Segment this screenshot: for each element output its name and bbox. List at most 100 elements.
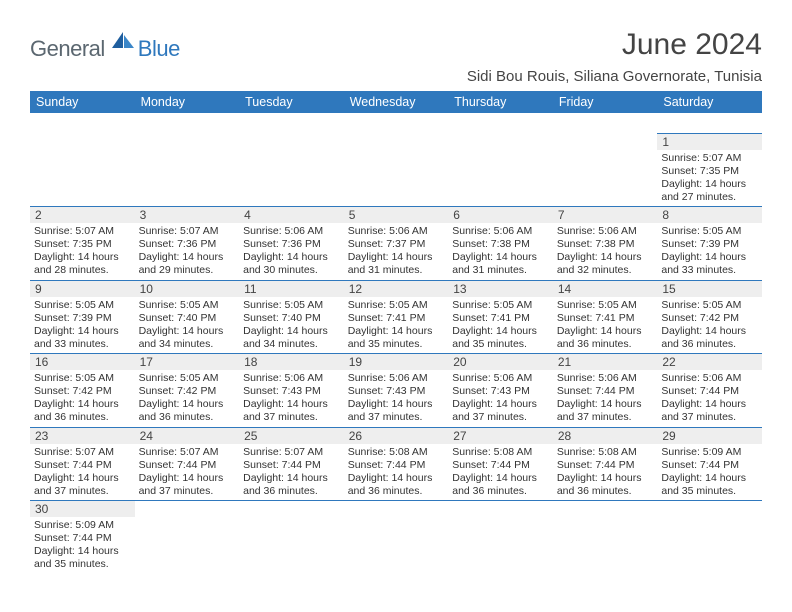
day-details: Sunrise: 5:06 AMSunset: 7:38 PMDaylight:… (448, 223, 553, 280)
logo-text-blue: Blue (138, 36, 180, 62)
day-details: Sunrise: 5:07 AMSunset: 7:44 PMDaylight:… (239, 444, 344, 501)
day-detail-line: Sunrise: 5:06 AM (243, 225, 340, 238)
day-detail-line: Sunrise: 5:06 AM (557, 225, 654, 238)
day-details: Sunrise: 5:06 AMSunset: 7:38 PMDaylight:… (553, 223, 658, 280)
day-detail-line: and 37 minutes. (243, 411, 340, 424)
day-detail-line: Sunrise: 5:05 AM (34, 299, 131, 312)
day-detail-line: Sunset: 7:44 PM (348, 459, 445, 472)
day-details: Sunrise: 5:06 AMSunset: 7:43 PMDaylight:… (344, 370, 449, 427)
day-detail-line: Sunrise: 5:06 AM (661, 372, 758, 385)
day-detail-line: Daylight: 14 hours (139, 472, 236, 485)
day-detail-line: and 35 minutes. (348, 338, 445, 351)
calendar-empty-cell (553, 133, 658, 207)
day-number: 21 (553, 354, 658, 370)
day-details: Sunrise: 5:06 AMSunset: 7:43 PMDaylight:… (239, 370, 344, 427)
day-detail-line: Sunrise: 5:05 AM (243, 299, 340, 312)
day-number: 18 (239, 354, 344, 370)
calendar-day-cell: 17Sunrise: 5:05 AMSunset: 7:42 PMDayligh… (135, 354, 240, 428)
day-detail-line: Daylight: 14 hours (34, 251, 131, 264)
day-number: 26 (344, 428, 449, 444)
day-number: 19 (344, 354, 449, 370)
location: Sidi Bou Rouis, Siliana Governorate, Tun… (467, 68, 762, 85)
calendar-day-cell: 23Sunrise: 5:07 AMSunset: 7:44 PMDayligh… (30, 427, 135, 501)
day-detail-line: Sunrise: 5:09 AM (661, 446, 758, 459)
day-number: 15 (657, 281, 762, 297)
day-number: 2 (30, 207, 135, 223)
day-number: 5 (344, 207, 449, 223)
day-detail-line: Sunset: 7:37 PM (348, 238, 445, 251)
day-detail-line: and 36 minutes. (661, 338, 758, 351)
day-detail-line: and 36 minutes. (452, 485, 549, 498)
weekday-header: Sunday (30, 91, 135, 113)
logo-text-general: General (30, 36, 105, 62)
day-detail-line: Daylight: 14 hours (661, 325, 758, 338)
day-detail-line: Daylight: 14 hours (243, 325, 340, 338)
day-details: Sunrise: 5:07 AMSunset: 7:35 PMDaylight:… (657, 150, 762, 207)
day-number: 6 (448, 207, 553, 223)
day-detail-line: Daylight: 14 hours (452, 325, 549, 338)
day-number: 9 (30, 281, 135, 297)
day-detail-line: and 37 minutes. (661, 411, 758, 424)
title-block: June 2024 Sidi Bou Rouis, Siliana Govern… (467, 28, 762, 91)
calendar-week-row: 16Sunrise: 5:05 AMSunset: 7:42 PMDayligh… (30, 354, 762, 428)
day-detail-line: Daylight: 14 hours (557, 325, 654, 338)
day-detail-line: Daylight: 14 hours (557, 398, 654, 411)
day-detail-line: and 36 minutes. (348, 485, 445, 498)
day-detail-line: Sunrise: 5:05 AM (139, 372, 236, 385)
calendar-empty-cell (135, 133, 240, 207)
day-detail-line: Daylight: 14 hours (348, 325, 445, 338)
day-detail-line: Sunset: 7:36 PM (243, 238, 340, 251)
weekday-header: Thursday (448, 91, 553, 113)
day-number: 25 (239, 428, 344, 444)
calendar-empty-cell (448, 133, 553, 207)
day-detail-line: and 33 minutes. (34, 338, 131, 351)
calendar-week-row: 9Sunrise: 5:05 AMSunset: 7:39 PMDaylight… (30, 280, 762, 354)
day-number: 8 (657, 207, 762, 223)
day-details: Sunrise: 5:05 AMSunset: 7:39 PMDaylight:… (657, 223, 762, 280)
day-number: 11 (239, 281, 344, 297)
day-detail-line: Daylight: 14 hours (243, 251, 340, 264)
day-detail-line: Sunset: 7:44 PM (661, 459, 758, 472)
calendar-day-cell: 9Sunrise: 5:05 AMSunset: 7:39 PMDaylight… (30, 280, 135, 354)
day-detail-line: Sunrise: 5:07 AM (34, 225, 131, 238)
calendar-body: 1Sunrise: 5:07 AMSunset: 7:35 PMDaylight… (30, 113, 762, 574)
calendar-empty-cell (239, 501, 344, 574)
calendar-table: SundayMondayTuesdayWednesdayThursdayFrid… (30, 91, 762, 574)
day-detail-line: Daylight: 14 hours (34, 472, 131, 485)
day-detail-line: and 36 minutes. (557, 485, 654, 498)
calendar-day-cell: 14Sunrise: 5:05 AMSunset: 7:41 PMDayligh… (553, 280, 658, 354)
day-detail-line: Sunset: 7:44 PM (34, 459, 131, 472)
day-detail-line: Daylight: 14 hours (243, 398, 340, 411)
calendar-day-cell: 8Sunrise: 5:05 AMSunset: 7:39 PMDaylight… (657, 207, 762, 281)
day-details: Sunrise: 5:08 AMSunset: 7:44 PMDaylight:… (448, 444, 553, 501)
calendar-day-cell: 22Sunrise: 5:06 AMSunset: 7:44 PMDayligh… (657, 354, 762, 428)
day-detail-line: Sunset: 7:36 PM (139, 238, 236, 251)
day-detail-line: Daylight: 14 hours (661, 398, 758, 411)
day-detail-line: Sunrise: 5:06 AM (243, 372, 340, 385)
day-detail-line: Sunrise: 5:07 AM (34, 446, 131, 459)
day-number: 20 (448, 354, 553, 370)
day-detail-line: Sunrise: 5:05 AM (661, 225, 758, 238)
day-detail-line: Sunrise: 5:08 AM (557, 446, 654, 459)
day-number: 10 (135, 281, 240, 297)
day-detail-line: and 37 minutes. (452, 411, 549, 424)
day-detail-line: Sunrise: 5:07 AM (139, 225, 236, 238)
day-detail-line: Sunrise: 5:05 AM (452, 299, 549, 312)
day-detail-line: Sunset: 7:43 PM (243, 385, 340, 398)
day-detail-line: and 34 minutes. (139, 338, 236, 351)
calendar-day-cell: 13Sunrise: 5:05 AMSunset: 7:41 PMDayligh… (448, 280, 553, 354)
calendar-empty-cell (553, 501, 658, 574)
day-details: Sunrise: 5:06 AMSunset: 7:44 PMDaylight:… (657, 370, 762, 427)
day-detail-line: Daylight: 14 hours (661, 251, 758, 264)
day-detail-line: Sunrise: 5:06 AM (348, 225, 445, 238)
day-details: Sunrise: 5:05 AMSunset: 7:41 PMDaylight:… (448, 297, 553, 354)
calendar-day-cell: 29Sunrise: 5:09 AMSunset: 7:44 PMDayligh… (657, 427, 762, 501)
day-detail-line: Sunset: 7:40 PM (243, 312, 340, 325)
day-detail-line: Sunrise: 5:06 AM (348, 372, 445, 385)
day-detail-line: and 32 minutes. (557, 264, 654, 277)
day-detail-line: and 33 minutes. (661, 264, 758, 277)
day-detail-line: Daylight: 14 hours (348, 251, 445, 264)
day-detail-line: Sunset: 7:44 PM (557, 459, 654, 472)
calendar-empty-cell (239, 133, 344, 207)
day-detail-line: Sunset: 7:41 PM (348, 312, 445, 325)
